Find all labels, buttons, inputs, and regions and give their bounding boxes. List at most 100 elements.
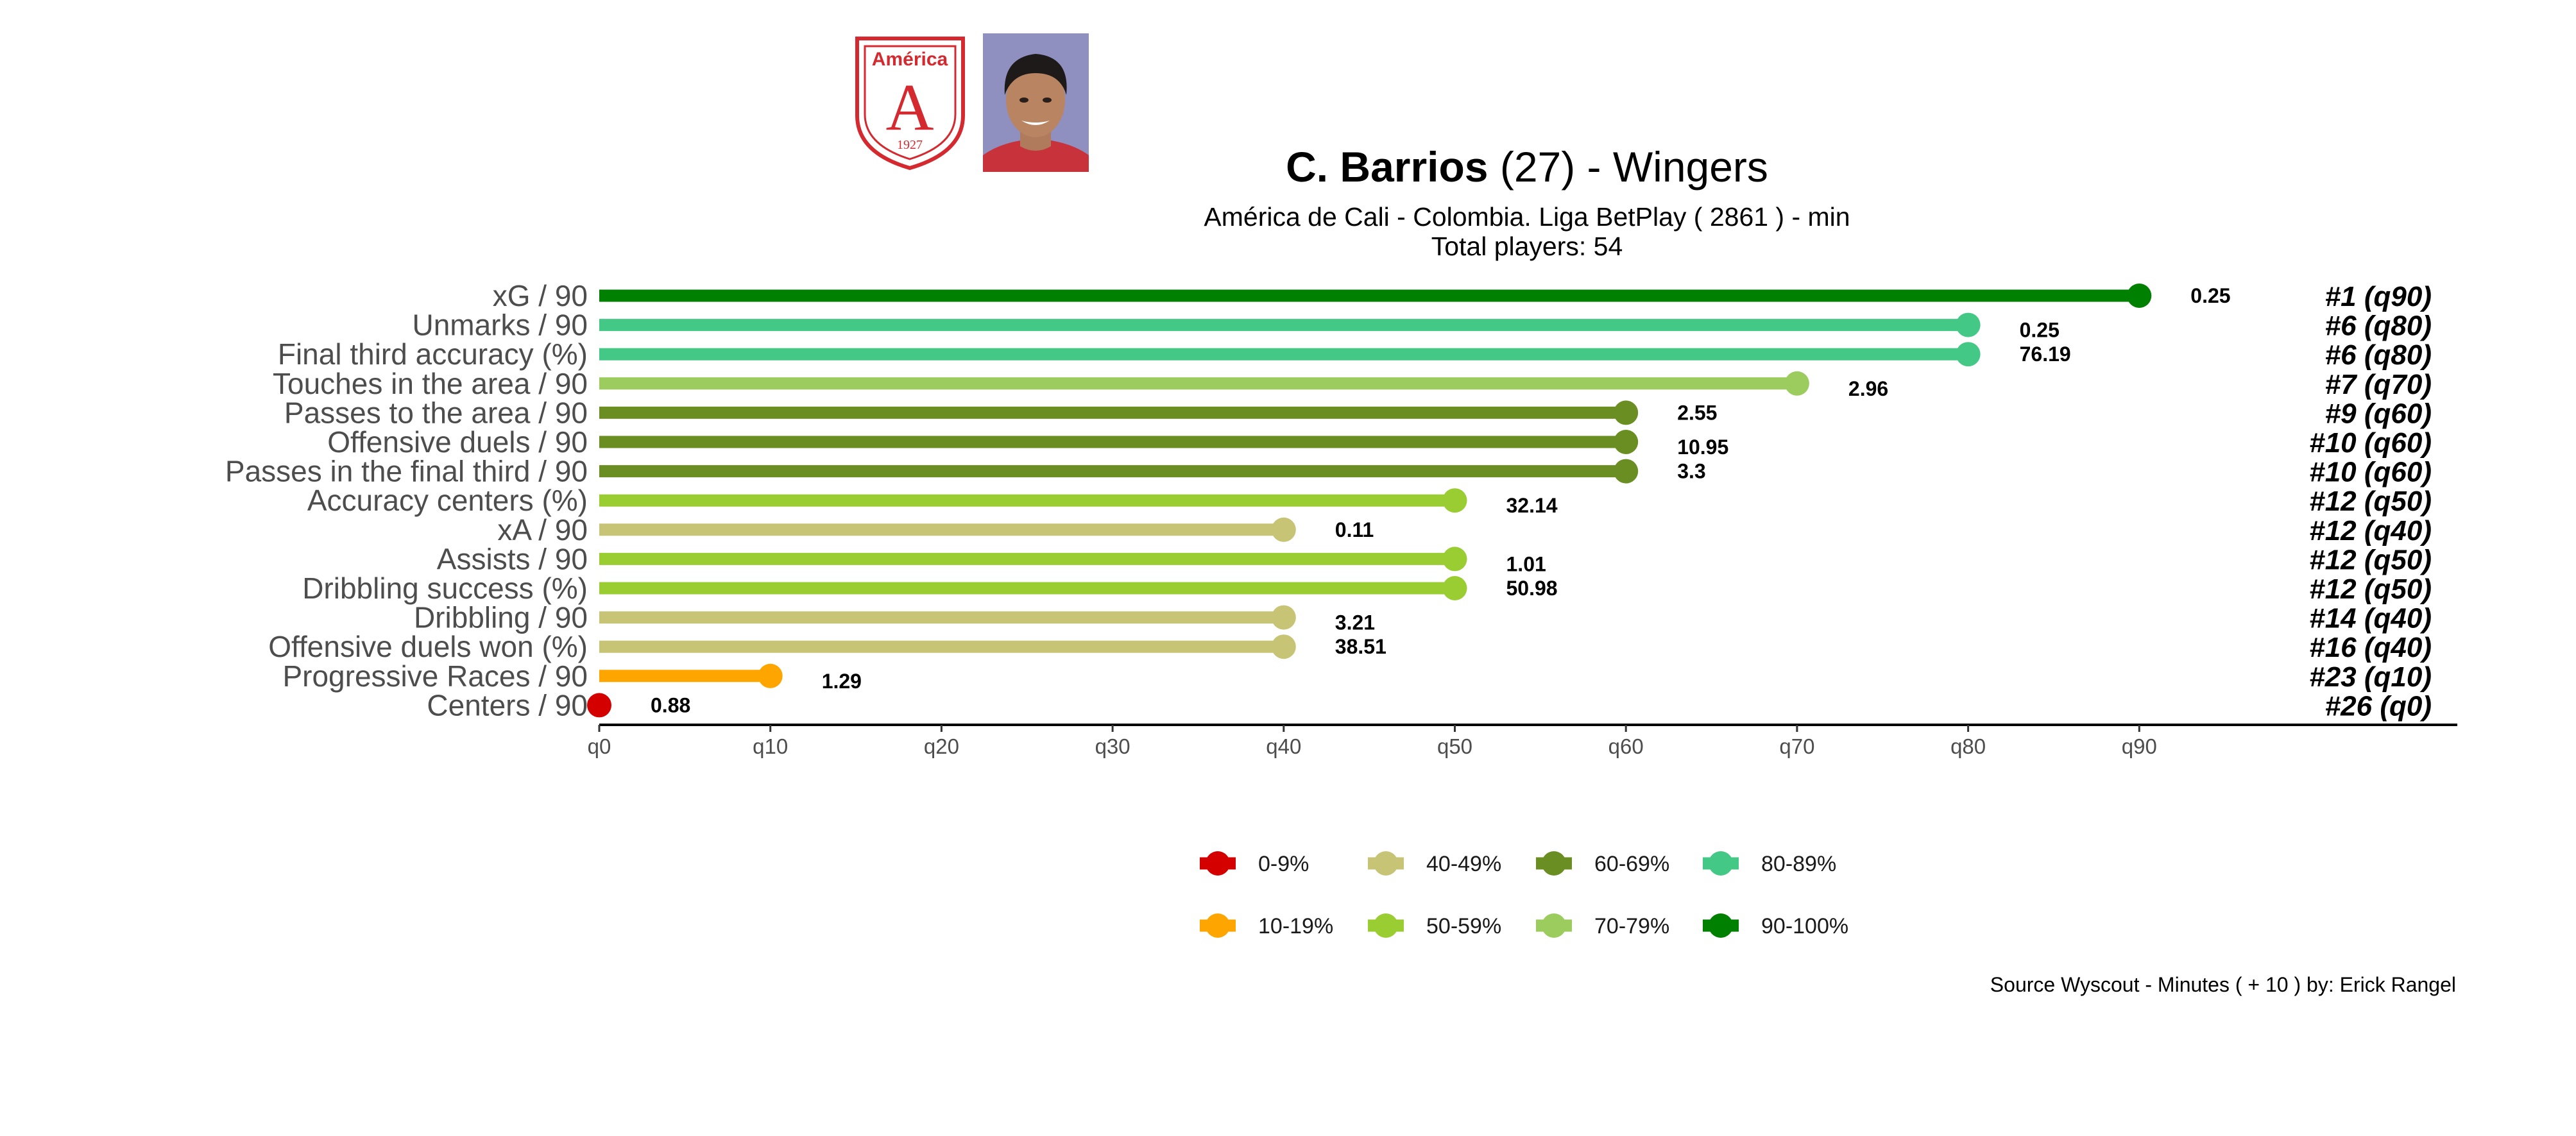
rank-label: #16 (q40) [2309,632,2432,663]
value-label: 2.96 [1848,377,1888,400]
player-photo [983,33,1089,172]
value-label: 0.25 [2190,284,2230,307]
rank-label: #9 (q60) [2325,398,2432,429]
x-tick-label: q10 [753,734,788,758]
legend-label: 60-69% [1594,852,1669,876]
source-caption: Source Wyscout - Minutes ( + 10 ) by: Er… [1990,973,2456,996]
lollipop-dot [1442,576,1467,600]
x-tick-label: q50 [1437,734,1472,758]
x-tick-label: q80 [1950,734,1986,758]
legend-key-dot [1374,913,1398,938]
subtitle-league: América de Cali - Colombia. Liga BetPlay… [1204,202,1850,232]
x-tick-label: q20 [924,734,959,758]
legend-key-dot [1709,851,1733,876]
lollipop-dot [1271,634,1296,659]
crest-letter: A [885,71,934,144]
lollipop-dot [2127,284,2152,308]
lollipop-dot [1614,400,1639,425]
player-age: (27) - [1488,143,1613,191]
x-axis: q0 q10 q20 q30 q40 q50 q60 q70 q80 q90 [588,724,2457,758]
lollipop-dot [1784,371,1809,396]
value-label: 76.19 [2020,343,2071,366]
player-name: C. Barrios [1286,143,1488,191]
legend-key-dot [1206,851,1230,876]
metric-label: xG / 90 [493,279,588,312]
lollipop-dot [1614,459,1639,484]
rank-label: #26 (q0) [2325,690,2432,722]
value-label: 0.25 [2020,319,2060,342]
value-label: 38.51 [1335,635,1386,658]
crest-year: 1927 [897,138,923,152]
player-position: Wingers [1613,143,1768,191]
legend-key-dot [1542,851,1566,876]
legend-key-dot [1709,913,1733,938]
rank-label: #6 (q80) [2325,310,2432,342]
metric-label: Passes to the area / 90 [284,396,588,429]
legend-label: 70-79% [1594,914,1669,938]
x-tick-label: q40 [1266,734,1301,758]
club-crest-logo: América A 1927 [855,37,965,171]
legend-key-dot [1542,913,1566,938]
metric-label: Dribbling / 90 [414,601,588,634]
value-label: 3.21 [1335,611,1375,634]
subtitle-total-players: Total players: 54 [1431,232,1623,261]
rank-label: #12 (q50) [2309,544,2432,575]
rank-label: #10 (q60) [2309,427,2432,459]
lollipop-dot [1956,312,1981,337]
metric-label: xA / 90 [497,513,588,547]
lollipop-series: xG / 90 0.25 #1 (q90) Unmarks / 90 0.25 #6 (q… [225,279,2432,722]
metric-label: Progressive Races / 90 [282,659,588,693]
legend-label: 10-19% [1258,914,1333,938]
metric-label: Offensive duels won (%) [268,630,588,663]
value-label: 0.88 [651,693,690,716]
value-label: 1.29 [822,670,862,693]
rank-label: #12 (q50) [2309,573,2432,605]
metric-label: Passes in the final third / 90 [225,455,588,488]
lollipop-dot [1442,488,1467,513]
metric-label: Final third accuracy (%) [278,337,588,371]
rank-label: #12 (q50) [2309,486,2432,517]
lollipop-dot [1271,605,1296,630]
x-tick-label: q90 [2122,734,2157,758]
value-label: 1.01 [1506,552,1546,575]
value-label: 2.55 [1677,401,1717,424]
lollipop-dot [758,663,783,688]
metric-label: Assists / 90 [437,542,588,575]
legend-label: 90-100% [1761,914,1848,938]
lollipop-dot [587,693,611,718]
legend-label: 50-59% [1426,914,1501,938]
rank-label: #23 (q10) [2309,661,2432,693]
metric-label: Touches in the area / 90 [273,367,588,400]
lollipop-dot [1614,430,1639,454]
chart-title: C. Barrios (27) - Wingers [1286,143,1768,191]
legend-key-dot [1374,851,1398,876]
rank-label: #10 (q60) [2309,457,2432,488]
x-tick-label: q70 [1779,734,1814,758]
metric-label: Offensive duels / 90 [327,425,588,459]
legend-label: 80-89% [1761,852,1836,876]
legend: 0-9% 40-49% 60-69% 80-89% 10-19% 50-59% 70-79%… [1200,851,1848,938]
rank-label: #1 (q90) [2325,281,2432,312]
x-tick-label: q0 [588,734,611,758]
value-label: 0.11 [1335,518,1374,541]
metric-label: Dribbling success (%) [302,572,588,605]
metric-label: Unmarks / 90 [412,309,588,342]
lollipop-dot [1956,342,1981,367]
x-tick-label: q30 [1095,734,1130,758]
rank-label: #12 (q40) [2309,515,2432,547]
x-tick-label: q60 [1608,734,1644,758]
value-label: 50.98 [1506,577,1558,600]
value-label: 10.95 [1677,436,1728,459]
metric-label: Accuracy centers (%) [307,484,588,517]
legend-key-dot [1206,913,1230,938]
value-label: 32.14 [1506,494,1558,517]
metric-label: Centers / 90 [427,688,588,722]
value-label: 3.3 [1677,460,1705,483]
legend-label: 40-49% [1426,852,1501,876]
rank-label: #6 (q80) [2325,339,2432,371]
legend-label: 0-9% [1258,852,1309,876]
lollipop-dot [1442,547,1467,572]
rank-label: #14 (q40) [2309,603,2432,634]
crest-club-text: América [872,49,948,70]
